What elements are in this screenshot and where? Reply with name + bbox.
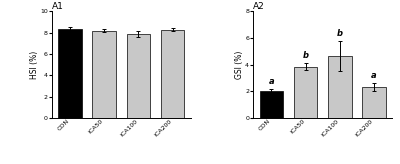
Text: b: b	[337, 29, 343, 38]
Bar	[260, 91, 284, 118]
Bar	[58, 29, 82, 118]
Text: a: a	[371, 71, 376, 80]
Bar	[328, 56, 352, 118]
Bar	[92, 31, 116, 118]
Y-axis label: HSI (%): HSI (%)	[30, 51, 39, 79]
Text: A1: A1	[52, 2, 64, 11]
Bar	[160, 30, 184, 118]
Bar	[362, 87, 386, 118]
Bar	[294, 67, 318, 118]
Y-axis label: GSI (%): GSI (%)	[235, 51, 244, 79]
Bar	[126, 34, 150, 118]
Text: b: b	[302, 51, 308, 60]
Text: A2: A2	[253, 2, 265, 11]
Text: a: a	[269, 77, 274, 86]
